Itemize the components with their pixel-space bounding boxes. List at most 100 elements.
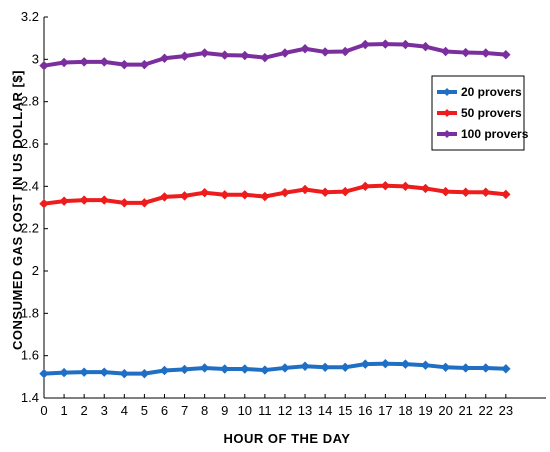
data-point [79,367,89,377]
y-axis-title: CONSUMED GAS COST IN US DOLLAR [$] [10,70,25,350]
y-tick-label: 2.6 [21,136,39,151]
data-point [420,41,431,52]
data-point [199,363,210,373]
y-tick-label: 3.2 [21,9,39,24]
data-point [159,365,170,376]
data-point [501,49,511,60]
data-point [380,359,391,369]
x-tick-label: 16 [358,403,372,418]
y-tick-label: 2.8 [21,94,39,109]
series-line [42,183,508,206]
x-tick-label: 21 [458,403,472,418]
data-point [340,362,350,373]
data-point [460,47,471,58]
data-point [280,187,290,198]
data-point [99,367,109,377]
x-tick-label: 23 [499,403,513,418]
legend-label-2: 100 provers [461,127,529,141]
legend-marker-1 [443,109,451,117]
data-point [340,186,350,197]
x-tick-label: 9 [221,403,228,418]
y-tick-label: 1.8 [21,305,39,320]
data-point [240,190,250,200]
x-tick-label: 6 [161,403,168,418]
data-point [501,189,511,200]
data-point [240,364,250,374]
data-point [220,190,230,200]
data-point [39,60,49,71]
data-point [440,362,451,373]
data-point [59,57,69,68]
y-tick-label: 1.4 [21,390,39,405]
data-point [320,362,330,373]
data-point [481,48,491,58]
data-point [481,187,491,197]
data-point [79,57,89,67]
x-tick-label: 2 [81,403,88,418]
data-point [179,364,190,375]
legend-marker-2 [443,130,451,138]
data-point [199,187,210,198]
x-tick-label: 4 [121,403,128,418]
legend-label-0: 20 provers [461,85,522,99]
y-tick-label: 2.2 [21,221,39,236]
data-point [360,39,370,50]
data-point [360,181,370,192]
data-point [139,368,150,379]
data-point [220,364,230,374]
x-tick-label: 17 [378,403,392,418]
data-point [59,367,69,378]
data-point [420,360,431,370]
x-tick-label: 22 [479,403,493,418]
data-point [440,186,451,197]
data-point [481,363,491,373]
data-point [260,365,270,375]
x-axis-title: HOUR OF THE DAY [224,431,351,446]
series-line [42,42,508,68]
x-tick-label: 10 [238,403,252,418]
data-point [360,359,370,369]
data-point [460,363,471,373]
data-point [119,198,130,208]
x-tick-label: 8 [201,403,208,418]
legend: 20 provers 50 provers 100 provers [431,75,529,151]
data-point [260,52,270,63]
data-point [119,59,130,70]
y-tick-label: 2.4 [21,178,39,193]
x-tick-label: 15 [338,403,352,418]
data-point [420,183,431,194]
data-point [159,53,170,63]
x-tick-label: 7 [181,403,188,418]
data-point [280,363,290,373]
x-tick-label: 14 [318,403,332,418]
data-point [39,198,49,209]
data-point [260,191,270,202]
y-tick-label: 2 [32,263,39,278]
data-point [99,57,109,67]
data-point [300,184,310,195]
y-tick-label: 1.6 [21,348,39,363]
data-point [139,59,150,70]
data-point [240,50,250,61]
data-point [501,364,511,374]
y-tick-label: 3 [32,51,39,66]
data-point [320,187,330,197]
data-point [440,46,451,57]
data-point [400,359,411,369]
data-point [99,195,109,205]
series-1 [39,180,511,209]
x-tick-label: 18 [398,403,412,418]
data-point [460,187,471,197]
x-tick-label: 3 [101,403,108,418]
x-tick-label: 20 [438,403,452,418]
series-2 [39,39,511,71]
data-point [400,181,411,192]
x-tick-label: 0 [40,403,47,418]
data-point [179,191,190,201]
data-point [139,198,150,208]
data-point [300,44,310,54]
data-point [119,368,130,379]
data-point [199,48,210,58]
legend-marker-0 [443,88,451,96]
